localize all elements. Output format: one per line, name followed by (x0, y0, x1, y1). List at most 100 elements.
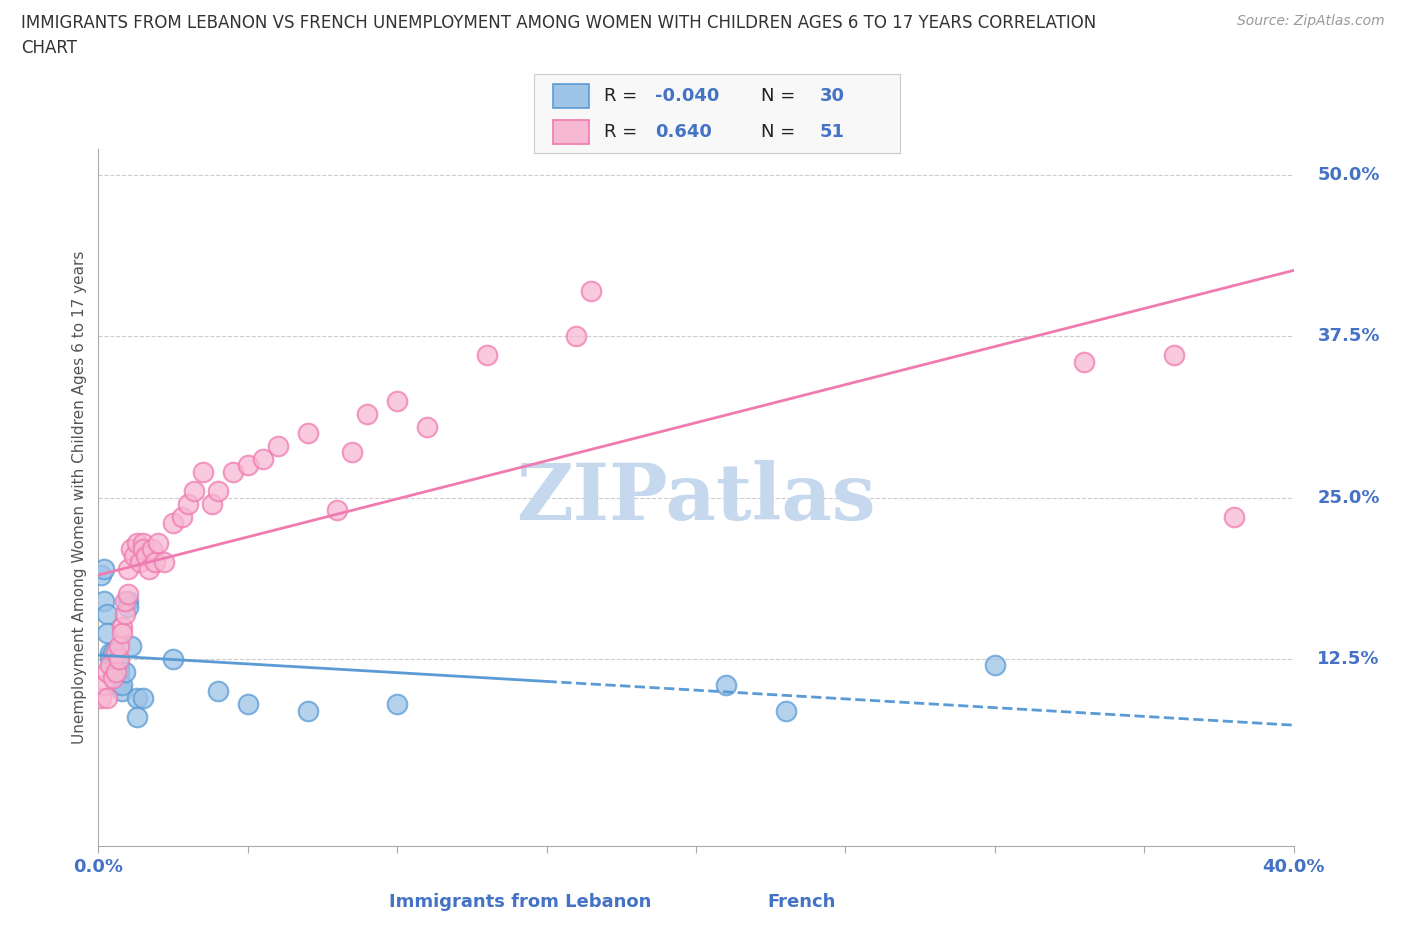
Point (141, 542, 163, 557)
Point (135, 549, 157, 564)
Point (565, 328, 588, 343)
Point (1073, 354, 1095, 369)
Point (105, 665, 128, 680)
Point (416, 419, 439, 434)
Point (127, 690, 149, 705)
Point (111, 684, 134, 698)
Point (117, 587, 139, 602)
Point (162, 652, 184, 667)
Point (714, 677, 737, 692)
Point (297, 703, 319, 718)
Point (162, 516, 184, 531)
Text: CHART: CHART (21, 39, 77, 57)
Point (111, 626, 134, 641)
Point (111, 677, 134, 692)
Text: 50.0%: 50.0% (1317, 166, 1379, 183)
Text: ZIPatlas: ZIPatlas (516, 459, 876, 536)
Text: 25.0%: 25.0% (1317, 488, 1379, 507)
Point (108, 652, 131, 667)
Point (98, 652, 122, 667)
Text: 12.5%: 12.5% (1317, 650, 1379, 668)
Point (108, 639, 131, 654)
Text: 0.640: 0.640 (655, 123, 711, 141)
Point (120, 639, 142, 654)
Point (222, 464, 245, 479)
Point (138, 561, 160, 576)
Text: 51: 51 (820, 123, 845, 141)
Point (114, 593, 136, 608)
Point (93, 593, 115, 608)
Text: 30: 30 (820, 86, 845, 105)
Point (297, 426, 319, 441)
Point (132, 542, 155, 557)
Text: Source: ZipAtlas.com: Source: ZipAtlas.com (1237, 14, 1385, 28)
Point (117, 593, 139, 608)
Point (207, 484, 229, 498)
Text: IMMIGRANTS FROM LEBANON VS FRENCH UNEMPLOYMENT AMONG WOMEN WITH CHILDREN AGES 6 : IMMIGRANTS FROM LEBANON VS FRENCH UNEMPL… (21, 14, 1097, 32)
Point (143, 554, 166, 569)
Point (1223, 510, 1246, 525)
Point (98, 658, 122, 673)
Point (114, 665, 136, 680)
Point (127, 710, 149, 724)
Point (775, 703, 797, 718)
Point (475, 348, 498, 363)
Text: 37.5%: 37.5% (1317, 327, 1379, 345)
Point (267, 438, 290, 453)
Point (201, 497, 224, 512)
Point (90, 567, 112, 582)
Point (96, 665, 118, 680)
Point (236, 697, 259, 711)
Point (132, 690, 155, 705)
Point (356, 406, 378, 421)
Point (103, 658, 125, 673)
Point (153, 554, 176, 569)
Point (96, 626, 118, 641)
Point (117, 600, 139, 615)
Point (114, 606, 136, 621)
Point (105, 665, 128, 680)
Point (191, 464, 214, 479)
Bar (553, 84, 589, 108)
Point (177, 497, 200, 512)
Y-axis label: Unemployment Among Women with Children Ages 6 to 17 years: Unemployment Among Women with Children A… (72, 251, 87, 744)
Point (326, 503, 349, 518)
Bar (553, 120, 589, 144)
Point (1163, 348, 1185, 363)
Text: N =: N = (761, 123, 801, 141)
Point (124, 549, 146, 564)
Text: R =: R = (603, 86, 643, 105)
Point (148, 536, 170, 551)
Point (252, 451, 274, 466)
Point (103, 671, 125, 685)
Point (108, 658, 131, 673)
Text: N =: N = (761, 86, 801, 105)
Point (183, 484, 205, 498)
Point (172, 510, 194, 525)
Point (105, 677, 128, 692)
Point (236, 458, 259, 472)
Point (111, 619, 134, 634)
Text: R =: R = (603, 123, 643, 141)
Point (96, 690, 118, 705)
Point (108, 665, 131, 680)
Point (207, 684, 229, 698)
Point (132, 536, 155, 551)
Point (103, 645, 125, 660)
Point (385, 697, 409, 711)
Text: French: French (768, 893, 835, 910)
Point (127, 536, 149, 551)
Point (117, 561, 139, 576)
Text: Immigrants from Lebanon: Immigrants from Lebanon (389, 893, 651, 910)
Point (120, 542, 142, 557)
Point (385, 393, 409, 408)
Point (105, 645, 128, 660)
Text: -0.040: -0.040 (655, 86, 720, 105)
Point (96, 606, 118, 621)
Point (983, 658, 1005, 673)
Point (93, 561, 115, 576)
Point (93, 677, 115, 692)
Point (129, 554, 152, 569)
Point (98, 645, 122, 660)
Point (90, 690, 112, 705)
